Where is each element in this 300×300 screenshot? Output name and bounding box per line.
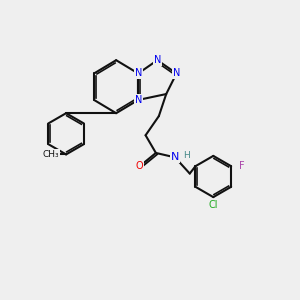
Text: N: N <box>173 68 180 78</box>
Text: F: F <box>238 161 244 171</box>
Text: N: N <box>134 95 142 105</box>
Text: N: N <box>134 68 142 78</box>
Text: H: H <box>183 151 190 160</box>
Text: O: O <box>136 161 143 171</box>
Text: CH₃: CH₃ <box>43 150 59 159</box>
Text: N: N <box>171 152 179 162</box>
Text: Cl: Cl <box>208 200 218 210</box>
Text: N: N <box>154 55 161 65</box>
